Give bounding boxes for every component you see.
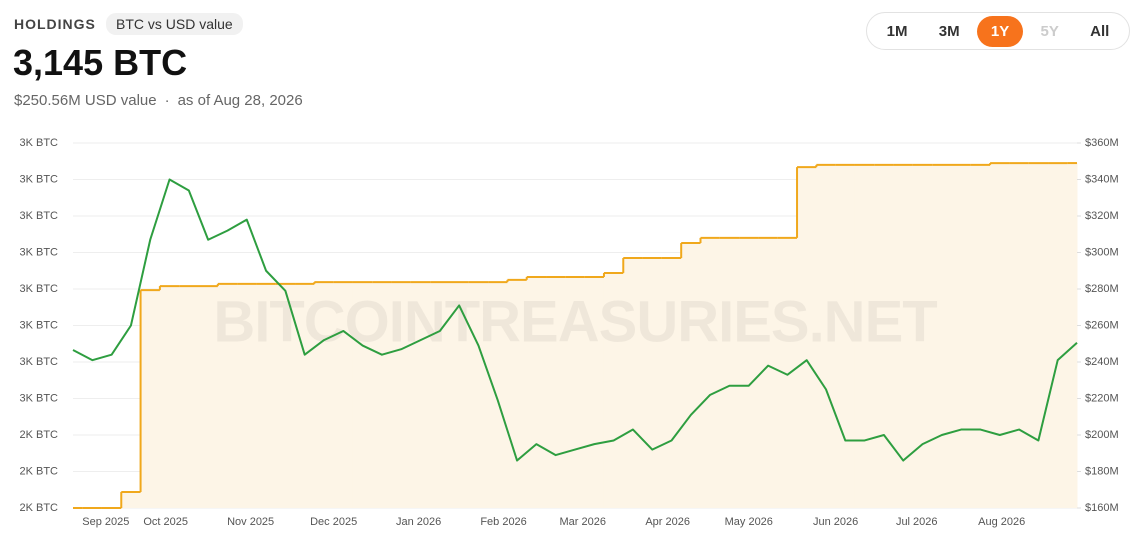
y-tick-label: 3K BTC xyxy=(19,356,58,368)
holdings-area xyxy=(623,257,644,508)
watermark: BITCOINTREASURIES.NET xyxy=(213,289,937,354)
holdings-area xyxy=(970,164,991,508)
holdings-area xyxy=(237,283,257,508)
y-tick-label: 3K BTC xyxy=(19,246,58,258)
holdings-area xyxy=(1009,163,1030,508)
holdings-area xyxy=(835,164,856,508)
holdings-area xyxy=(372,282,393,508)
y-tick-label: 2K BTC xyxy=(19,465,58,477)
holdings-area xyxy=(217,283,238,508)
range-button[interactable]: 1M xyxy=(886,22,908,40)
holdings-area xyxy=(1067,163,1078,508)
y-tick-label: 2K BTC xyxy=(19,429,58,441)
x-tick-label: Sep 2025 xyxy=(82,516,129,528)
y2-tick-label: $300M xyxy=(1085,246,1119,258)
y-tick-label: 2K BTC xyxy=(19,502,58,514)
range-button[interactable]: All xyxy=(1090,22,1110,40)
y2-tick-label: $340M xyxy=(1085,173,1119,185)
x-tick-label: Jan 2026 xyxy=(396,516,441,528)
holdings-area xyxy=(1028,163,1049,508)
y2-tick-label: $220M xyxy=(1085,392,1119,404)
holdings-area xyxy=(121,491,142,508)
holdings-area xyxy=(719,237,740,508)
holdings-area xyxy=(700,237,721,508)
y-tick-label: 3K BTC xyxy=(19,137,58,149)
section-label: HOLDINGS xyxy=(14,16,96,32)
x-tick-label: Aug 2026 xyxy=(978,516,1025,528)
usd-line xyxy=(72,178,1078,462)
x-tick-label: Dec 2025 xyxy=(310,516,357,528)
badge: BTC vs USD value xyxy=(106,13,243,35)
y2-tick-label: $320M xyxy=(1085,210,1119,222)
holdings-area xyxy=(275,283,296,508)
y2-tick-label: $240M xyxy=(1085,356,1119,368)
holdings-area xyxy=(546,276,566,508)
x-tick-label: May 2026 xyxy=(725,516,773,528)
holdings-area xyxy=(816,164,837,508)
holdings-area xyxy=(661,257,682,508)
holdings-area xyxy=(140,290,161,508)
holdings-area xyxy=(430,282,450,508)
holdings-area xyxy=(681,243,701,508)
y2-tick-label: $160M xyxy=(1085,502,1119,514)
range-selector: 1M 3M 1Y 5Y All xyxy=(866,12,1130,50)
holdings-area xyxy=(159,286,180,508)
holdings-area xyxy=(256,283,277,508)
holdings-area xyxy=(603,272,624,508)
y-tick-label: 3K BTC xyxy=(19,319,58,331)
holdings-area xyxy=(951,164,972,508)
holdings-area xyxy=(797,167,817,508)
holdings-area xyxy=(198,286,219,508)
y-tick-label: 3K BTC xyxy=(19,173,58,185)
holdings-area xyxy=(333,282,354,508)
x-tick-label: Jun 2026 xyxy=(813,516,858,528)
holdings-area xyxy=(526,276,547,508)
y-tick-label: 3K BTC xyxy=(19,210,58,222)
holdings-area xyxy=(912,164,933,508)
holdings-area xyxy=(739,237,759,508)
holdings-area xyxy=(449,282,470,508)
separator: · xyxy=(164,92,170,109)
holdings-area xyxy=(990,163,1010,508)
holdings-area xyxy=(352,282,373,508)
holdings-area xyxy=(488,282,508,508)
x-tick-label: Mar 2026 xyxy=(559,516,605,528)
x-tick-label: Jul 2026 xyxy=(896,516,938,528)
usd-value: $250.56M USD value xyxy=(14,92,157,109)
holdings-area xyxy=(507,279,528,508)
y2-tick-label: $180M xyxy=(1085,465,1119,477)
holdings-area xyxy=(179,286,199,508)
x-tick-label: Feb 2026 xyxy=(480,516,526,528)
y2-tick-label: $360M xyxy=(1085,137,1119,149)
subline: $250.56M USD value · as of Aug 28, 2026 xyxy=(14,92,311,109)
holdings-area xyxy=(777,237,798,508)
y-tick-label: 3K BTC xyxy=(19,283,58,295)
headline: 3,145 BTC xyxy=(13,42,188,83)
x-tick-label: Apr 2026 xyxy=(645,516,690,528)
holdings-area xyxy=(1048,163,1068,508)
y2-tick-label: $280M xyxy=(1085,283,1119,295)
holdings-area xyxy=(893,164,914,508)
holdings-area xyxy=(874,164,895,508)
range-button: 5Y xyxy=(1040,22,1059,40)
holdings-area xyxy=(854,164,875,508)
y2-tick-label: $260M xyxy=(1085,319,1119,331)
range-button[interactable]: 3M xyxy=(938,22,960,40)
x-tick-label: Nov 2025 xyxy=(227,516,274,528)
holdings-area xyxy=(758,237,779,508)
plot-back xyxy=(73,142,1078,509)
as-of: as of Aug 28, 2026 xyxy=(177,92,303,109)
holdings-area xyxy=(468,282,489,508)
holdings-area xyxy=(391,282,412,508)
y-tick-label: 3K BTC xyxy=(19,392,58,404)
holdings-area xyxy=(584,276,605,508)
holdings-area xyxy=(932,164,952,508)
range-button[interactable]: 1Y xyxy=(976,15,1024,47)
y2-tick-label: $200M xyxy=(1085,429,1119,441)
x-tick-label: Oct 2025 xyxy=(143,516,188,528)
